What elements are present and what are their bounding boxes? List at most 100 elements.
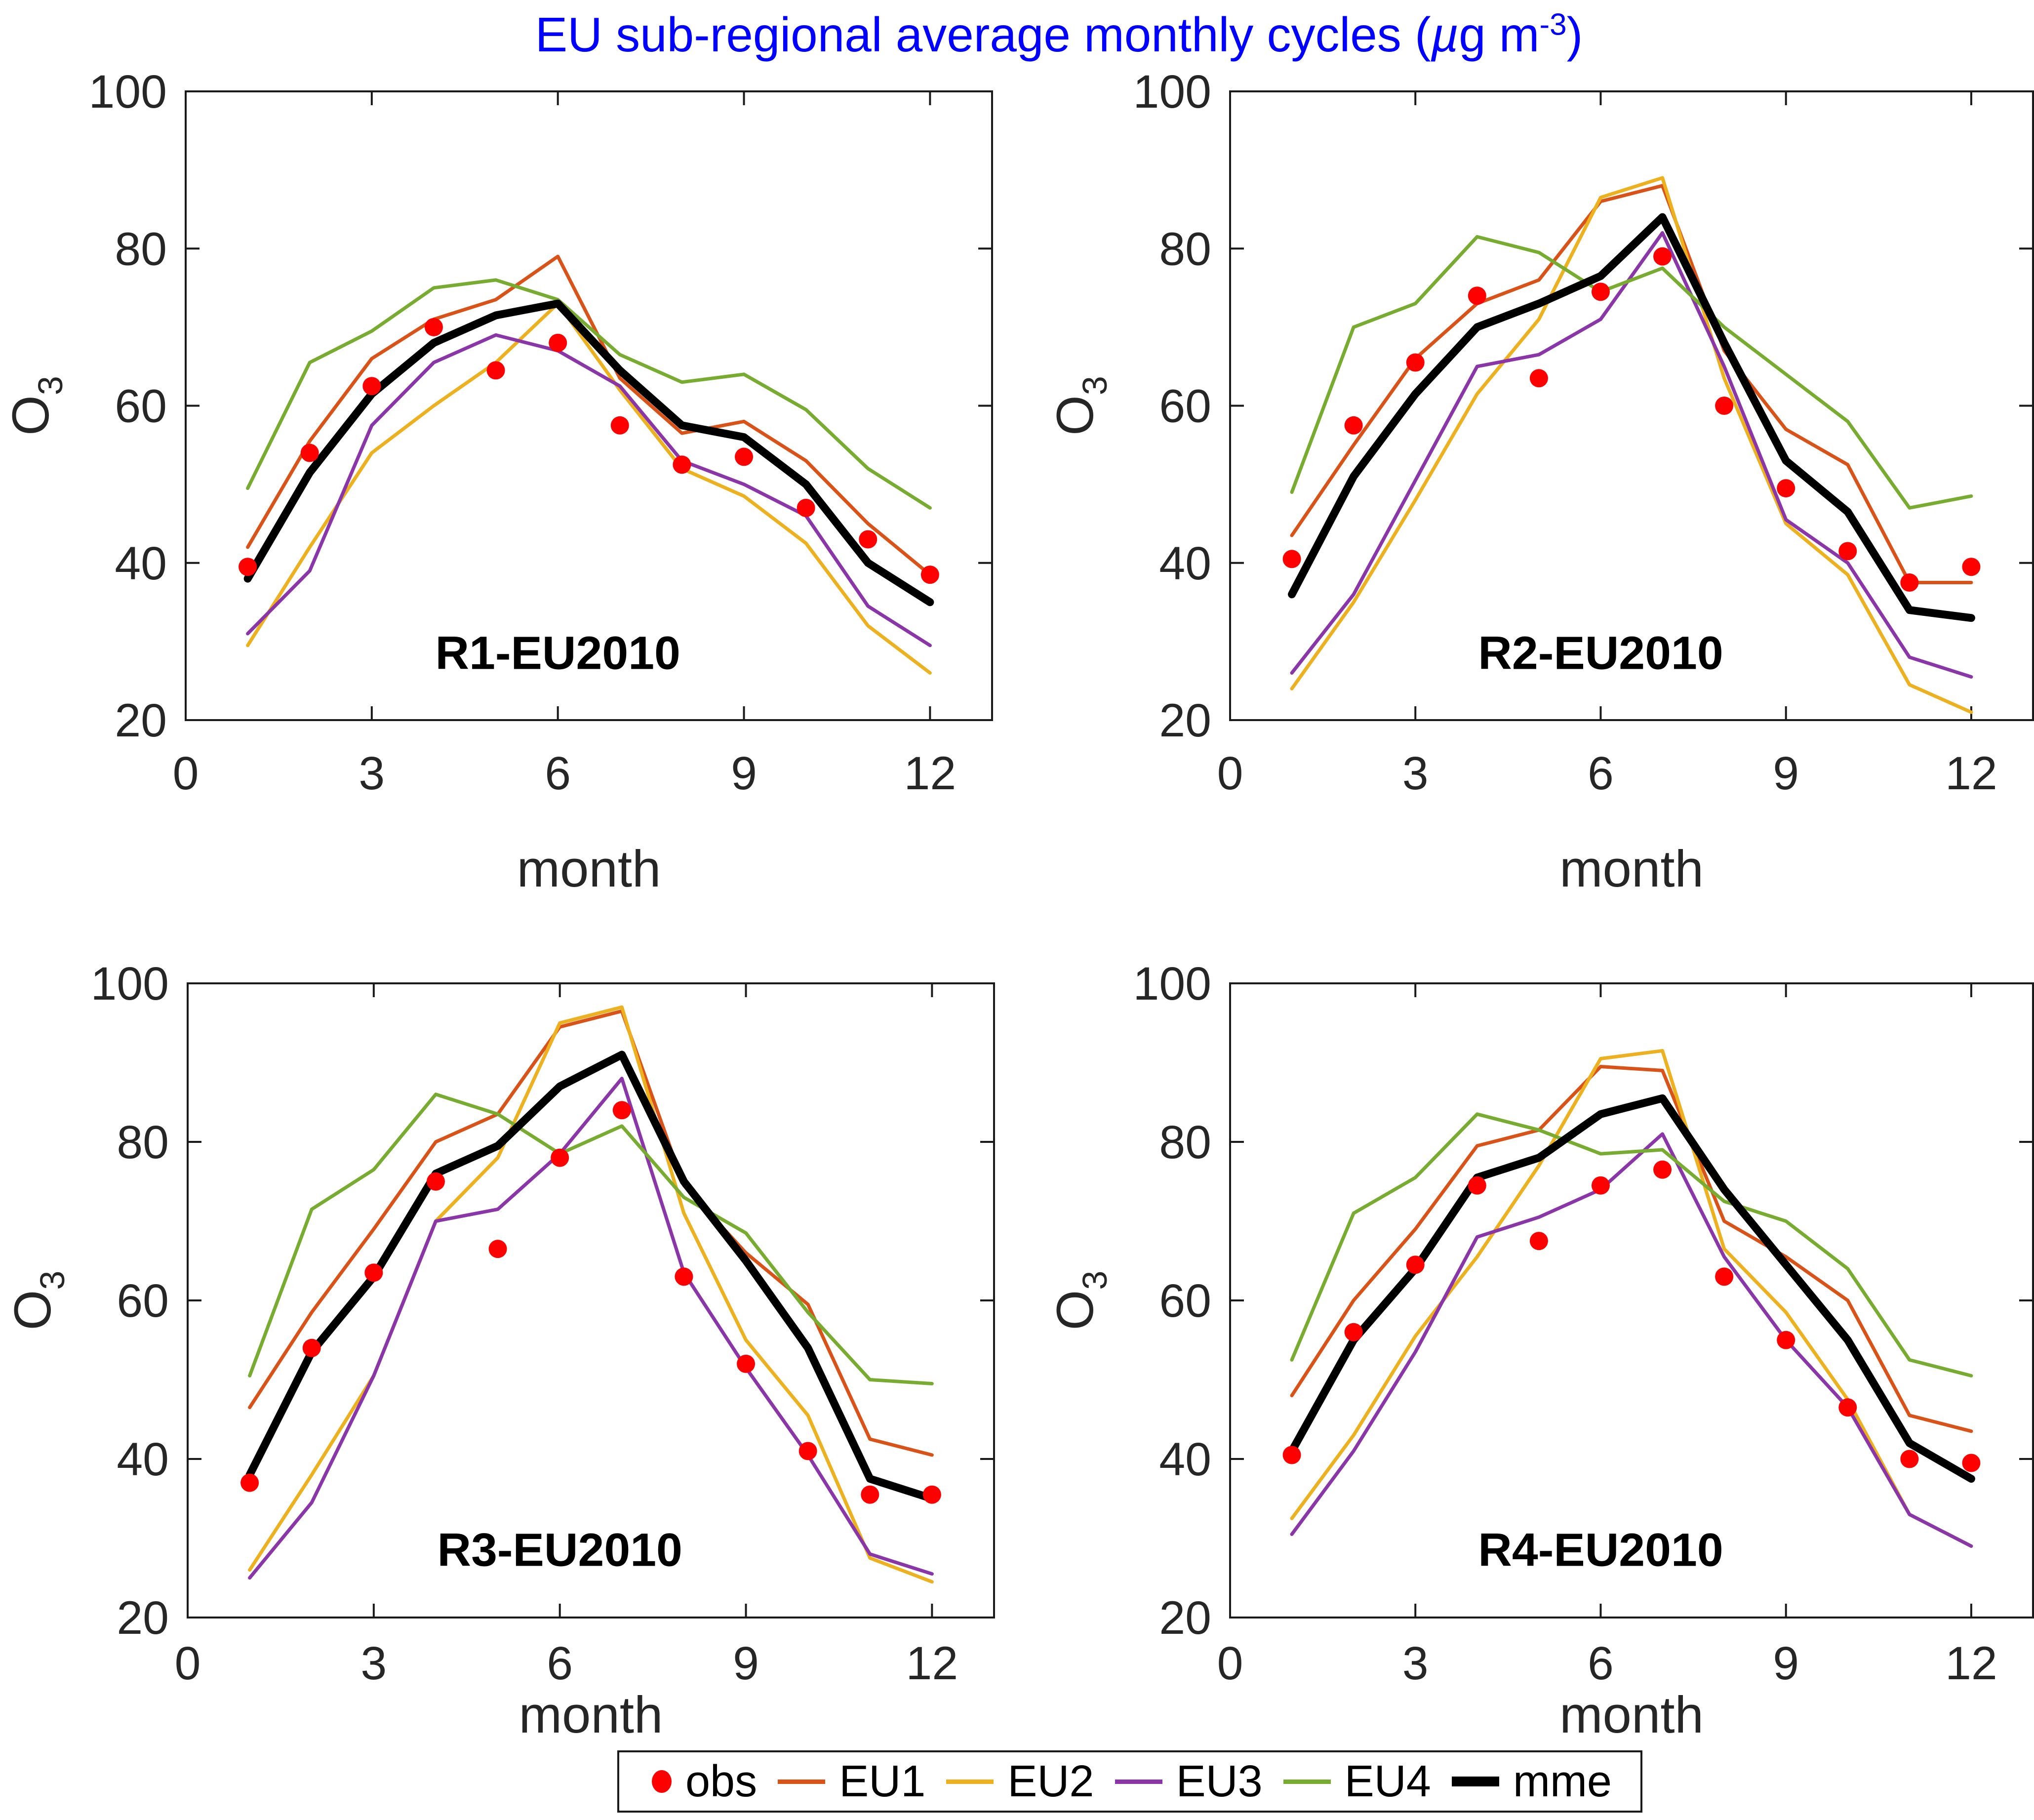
obs-point <box>486 361 505 380</box>
title-mu: µ <box>1431 7 1459 62</box>
obs-point <box>1282 550 1301 568</box>
obs-point <box>735 447 754 466</box>
obs-point <box>797 498 815 517</box>
panel-r3-eu2010: 0 3 6 9 12 20 40 60 80 100 month O3 R3-EU2010 <box>4 958 995 1744</box>
x-tick-label: 3 <box>359 747 385 800</box>
series-eu1-line <box>1290 1065 1973 1433</box>
obs-point <box>302 1338 321 1357</box>
obs-point <box>1406 1255 1425 1274</box>
obs-point <box>1838 1398 1857 1417</box>
x-tick-label: 9 <box>1773 1637 1799 1690</box>
legend: obs EU1 EU2 EU3 EU4 mme <box>617 1750 1642 1813</box>
obs-point <box>859 530 877 549</box>
title-units: g m <box>1459 7 1540 62</box>
series-eu2-line <box>246 302 932 675</box>
title-exponent: -3 <box>1539 7 1567 42</box>
series-mme-line <box>1288 213 1975 622</box>
legend-obs-dot-icon <box>652 1770 672 1793</box>
obs-point <box>1777 1331 1795 1349</box>
obs-point <box>861 1485 879 1504</box>
x-tick-label: 3 <box>360 1637 387 1690</box>
obs-point <box>798 1442 817 1460</box>
series-eu1-line <box>246 254 932 577</box>
y-tick-label: 80 <box>1159 1116 1211 1169</box>
x-tick-label: 3 <box>1402 747 1429 800</box>
panel-region-label: R1-EU2010 <box>435 627 680 680</box>
series-eu4-line <box>1290 1112 1973 1377</box>
y-tick-label: 40 <box>1159 1433 1211 1486</box>
x-tick-label: 0 <box>175 1637 201 1690</box>
y-tick-label: 60 <box>1159 1275 1211 1327</box>
obs-point <box>1715 1267 1734 1286</box>
x-tick-label: 0 <box>1217 1637 1243 1690</box>
x-tick-label: 9 <box>731 747 757 800</box>
obs-point <box>612 1101 631 1120</box>
legend-label: EU2 <box>1007 1757 1094 1806</box>
obs-point <box>488 1240 507 1258</box>
panel-region-label: R2-EU2010 <box>1478 627 1723 680</box>
series-eu4-line <box>1290 235 1973 510</box>
y-axis-label: O3 <box>1046 1271 1114 1331</box>
y-tick-label: 80 <box>117 1116 169 1169</box>
legend-label: EU4 <box>1344 1757 1431 1806</box>
x-tick-label: 6 <box>547 1637 573 1690</box>
axes-box <box>1229 90 2034 721</box>
legend-item-eu3: EU3 <box>1115 1759 1263 1804</box>
x-axis-label: month <box>1559 1686 1704 1744</box>
legend-label: EU3 <box>1176 1757 1263 1806</box>
x-tick-label: 3 <box>1402 1637 1429 1690</box>
obs-point <box>1468 1176 1486 1195</box>
obs-point <box>737 1354 756 1373</box>
obs-point <box>1282 1446 1301 1464</box>
obs-point <box>364 1263 383 1282</box>
y-tick-label: 100 <box>1133 958 1211 1010</box>
obs-point <box>239 558 257 576</box>
obs-point <box>362 377 381 396</box>
obs-point <box>551 1148 569 1167</box>
x-axis-label: month <box>519 1686 663 1744</box>
figure-title: EU sub-regional average monthly cycles (… <box>0 7 2034 63</box>
obs-point <box>1344 1323 1363 1341</box>
x-tick-label: 6 <box>1588 1637 1614 1690</box>
legend-label: obs <box>685 1757 758 1806</box>
series-eu3-line <box>246 333 932 647</box>
obs-point <box>424 318 443 336</box>
series-eu1-line <box>1290 184 1973 585</box>
panel-region-label: R4-EU2010 <box>1478 1524 1723 1577</box>
obs-point <box>1900 573 1919 592</box>
panel-r2-eu2010: 0 3 6 9 12 20 40 60 80 100 month O3 R2-EU2010 <box>1046 66 2034 898</box>
x-axis-label: month <box>517 840 661 898</box>
series-mme-line <box>245 1051 936 1503</box>
y-tick-label: 60 <box>117 1275 169 1327</box>
y-axis-label: O3 <box>2 376 70 436</box>
y-tick-label: 20 <box>1159 1592 1211 1644</box>
obs-point <box>1653 1160 1672 1179</box>
y-tick-label: 80 <box>1159 223 1211 275</box>
obs-point <box>1529 369 1548 388</box>
series-obs-points <box>239 318 939 584</box>
series-eu2-line <box>1290 176 1973 714</box>
legend-item-mme: mme <box>1451 1759 1612 1804</box>
series-eu4-line <box>246 278 932 510</box>
y-tick-label: 100 <box>1133 66 1211 118</box>
series-obs-points <box>1282 247 1981 592</box>
legend-eu1-line-icon <box>778 1779 826 1784</box>
legend-item-eu4: EU4 <box>1283 1759 1431 1804</box>
obs-point <box>1962 558 1981 576</box>
obs-point <box>1962 1454 1981 1472</box>
obs-point <box>1468 286 1486 305</box>
obs-point <box>1715 397 1734 415</box>
obs-point <box>549 333 567 352</box>
legend-eu2-line-icon <box>946 1779 994 1784</box>
obs-point <box>426 1172 445 1191</box>
obs-point <box>922 1485 941 1504</box>
x-tick-label: 12 <box>906 1637 958 1690</box>
y-tick-label: 100 <box>90 958 169 1010</box>
x-axis-label: month <box>1559 840 1704 898</box>
obs-point <box>1591 283 1610 301</box>
x-tick-label: 0 <box>1217 747 1243 800</box>
title-close-paren: ) <box>1566 7 1583 62</box>
y-axis-label: O3 <box>4 1271 72 1331</box>
